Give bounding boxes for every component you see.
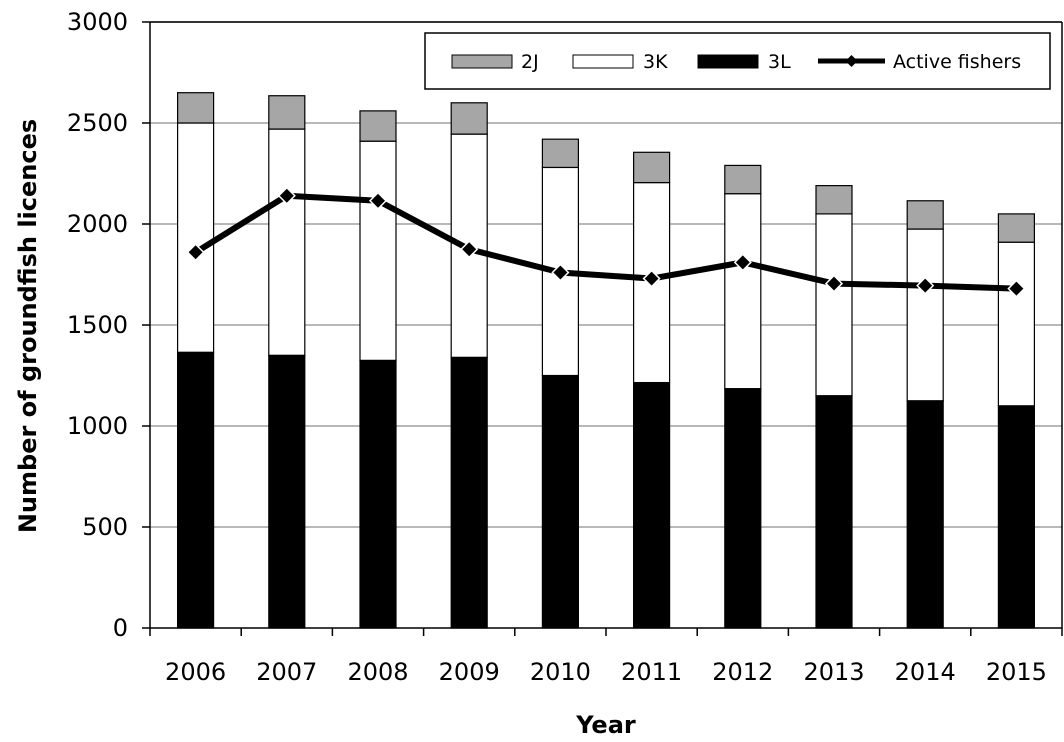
- x-tick-label-2012: 2012: [712, 658, 773, 686]
- bars: [177, 92, 1036, 629]
- bar-2j-2011: [632, 151, 671, 184]
- bar-3k-2006: [177, 122, 215, 353]
- y-tick-label-2500: 2500: [67, 109, 128, 137]
- bar-3l-2012: [724, 388, 762, 629]
- bar-3l-2006: [177, 351, 215, 629]
- bar-3l-2010: [541, 374, 580, 629]
- x-tick-label-2015: 2015: [986, 658, 1047, 686]
- bar-3l-2007: [268, 354, 306, 629]
- active-fishers-point-2011: [642, 269, 661, 288]
- x-tick-label-2013: 2013: [803, 658, 864, 686]
- x-tick-label-2011: 2011: [621, 658, 682, 686]
- bar-3l-2015: [997, 405, 1036, 629]
- legend-label-3k: 3K: [643, 51, 668, 73]
- y-tick-label-3000: 3000: [67, 8, 128, 36]
- legend: 2J 3K 3L Active fishers: [424, 32, 1051, 90]
- bar-2j-2010: [541, 138, 580, 169]
- legend-label-active-fishers: Active fishers: [893, 51, 1021, 73]
- tick-labels: 0 500 1000 1500 2000 2500 3000 2006 2007 2008 2009…: [67, 8, 1047, 686]
- x-tick-label-2009: 2009: [439, 658, 500, 686]
- bar-3k-2008: [359, 140, 397, 361]
- bar-2j-2008: [359, 110, 397, 142]
- active-fishers-point-2015: [1007, 279, 1026, 298]
- bar-3k-2012: [724, 193, 762, 390]
- y-tick-label-500: 500: [82, 513, 128, 541]
- bar-2j-2007: [268, 95, 306, 130]
- legend-marker-active-fishers: [845, 55, 858, 67]
- active-fishers-point-2006: [186, 243, 205, 262]
- bar-3l-2008: [359, 359, 397, 629]
- y-tick-label-0: 0: [113, 614, 128, 642]
- bar-3k-2014: [906, 228, 944, 402]
- legend-swatch-3l: [697, 54, 759, 69]
- bar-2j-2014: [906, 200, 944, 230]
- active-fishers-point-2010: [551, 263, 570, 282]
- y-axis-title: Number of groundfish licences: [14, 119, 42, 533]
- y-tick-label-2000: 2000: [67, 210, 128, 238]
- x-tick-label-2007: 2007: [256, 658, 317, 686]
- x-tick-label-2008: 2008: [347, 658, 408, 686]
- active-fishers-point-2008: [368, 191, 388, 210]
- legend-swatch-2j: [451, 54, 513, 69]
- bar-2j-2009: [450, 102, 488, 135]
- active-fishers-point-2013: [824, 274, 844, 293]
- x-axis-title: Year: [575, 711, 636, 739]
- active-fishers-line-group: [186, 186, 1026, 298]
- legend-label-2j: 2J: [521, 51, 539, 73]
- active-fishers-point-2014: [916, 276, 935, 295]
- bar-2j-2013: [815, 185, 853, 215]
- y-tick-label-1000: 1000: [67, 412, 128, 440]
- bar-3k-2007: [268, 128, 306, 356]
- bar-2j-2012: [724, 164, 762, 195]
- bar-2j-2015: [997, 213, 1036, 243]
- bar-3k-2013: [815, 213, 853, 397]
- bar-2j-2006: [177, 92, 215, 124]
- bar-3k-2015: [997, 241, 1036, 407]
- x-tick-label-2014: 2014: [895, 658, 956, 686]
- bar-3l-2009: [450, 356, 488, 629]
- axes: [142, 21, 1063, 636]
- active-fishers-point-2009: [460, 240, 479, 259]
- legend-swatch-3k: [572, 54, 634, 69]
- y-tick-label-1500: 1500: [67, 311, 128, 339]
- bar-3l-2014: [906, 400, 944, 629]
- active-fishers-line: [194, 192, 1017, 292]
- active-fishers-point-2012: [733, 253, 752, 272]
- bar-3l-2011: [632, 381, 671, 629]
- bar-3l-2013: [815, 395, 853, 629]
- x-tick-label-2010: 2010: [530, 658, 591, 686]
- legend-label-3l: 3L: [768, 51, 791, 73]
- active-fishers-point-2007: [277, 186, 296, 205]
- x-tick-label-2006: 2006: [165, 658, 226, 686]
